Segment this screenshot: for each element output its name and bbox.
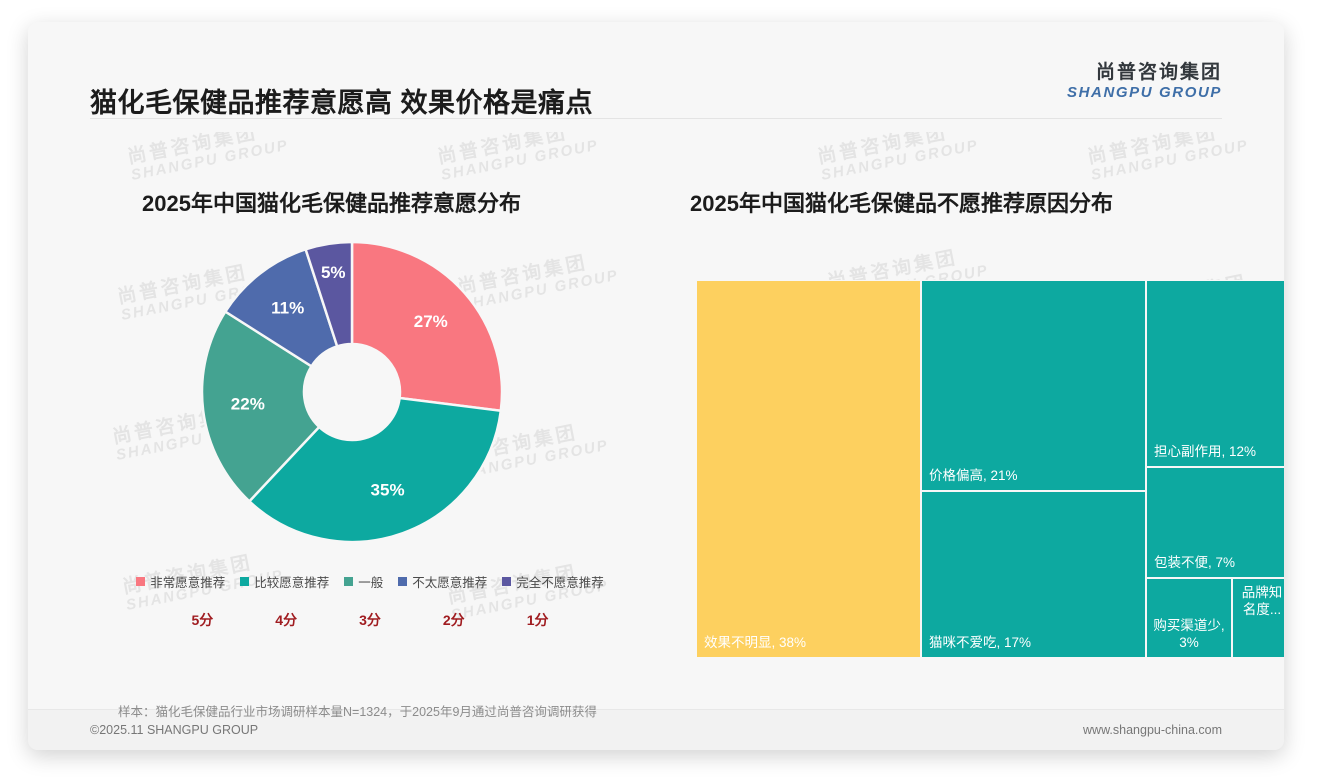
- treemap-cell[interactable]: 品牌知名度...: [1232, 578, 1284, 658]
- legend-label: 不太愿意推荐: [412, 576, 488, 590]
- footer-copyright: ©2025.11 SHANGPU GROUP: [90, 723, 259, 737]
- watermark-chinese: 尚普咨询集团: [435, 132, 570, 169]
- treemap-cell[interactable]: 效果不明显, 38%: [696, 280, 921, 658]
- donut-slice[interactable]: [350, 240, 504, 413]
- donut-chart-panel: 2025年中国猫化毛保健品推荐意愿分布 27% 35% 22% 11% 5% 非常愿意推…: [90, 180, 650, 700]
- score-label: 3分: [359, 612, 381, 628]
- treemap-cell-label: 品牌知名度...: [1241, 585, 1283, 617]
- legend-swatch-icon: [136, 577, 146, 586]
- donut-slice-label: 27%: [414, 312, 448, 331]
- page-title: 猫化毛保健品推荐意愿高 效果价格是痛点: [90, 88, 594, 118]
- header-divider: [90, 118, 1222, 119]
- watermark-english: SHANGPU GROUP: [819, 136, 981, 185]
- sample-footnote: 样本：猫化毛保健品行业市场调研样本量N=1324，于2025年9月通过尚普咨询调…: [118, 705, 597, 719]
- score-axis: 5分 4分 3分 2分 1分: [108, 610, 632, 630]
- donut-legend: 非常愿意推荐 比较愿意推荐 一般 不太愿意推荐 完全不愿意推荐: [108, 572, 632, 591]
- watermark-chinese: 尚普咨询集团: [815, 132, 950, 169]
- donut-chart: 27% 35% 22% 11% 5%: [192, 232, 512, 552]
- legend-label: 比较愿意推荐: [254, 576, 330, 590]
- donut-slice-label: 22%: [231, 395, 265, 414]
- treemap-cell-label: 猫咪不爱吃, 17%: [929, 635, 1032, 651]
- score-label: 1分: [526, 612, 549, 628]
- donut-slice[interactable]: [247, 396, 503, 544]
- donut-slice[interactable]: [200, 309, 321, 504]
- slide-header: 猫化毛保健品推荐意愿高 效果价格是痛点 尚普咨询集团 SHANGPU GROUP: [28, 22, 1284, 118]
- legend-swatch-icon: [344, 577, 354, 586]
- donut-slice[interactable]: [304, 240, 354, 348]
- treemap-cell[interactable]: 担心副作用, 12%: [1146, 280, 1284, 467]
- legend-swatch-icon: [240, 577, 250, 586]
- watermark-english: SHANGPU GROUP: [129, 136, 291, 185]
- legend-item[interactable]: 完全不愿意推荐: [502, 572, 604, 591]
- donut-slice-label: 5%: [321, 263, 346, 282]
- legend-swatch-icon: [502, 577, 512, 586]
- treemap-cell-label: 价格偏高, 21%: [929, 468, 1018, 484]
- treemap-cell[interactable]: 猫咪不爱吃, 17%: [921, 491, 1146, 658]
- treemap-cell-label: 担心副作用, 12%: [1154, 444, 1257, 460]
- donut-svg: 27% 35% 22% 11% 5%: [200, 240, 504, 544]
- donut-slice[interactable]: [223, 247, 339, 369]
- watermark-chinese: 尚普咨询集团: [1085, 132, 1220, 169]
- report-slide: 猫化毛保健品推荐意愿高 效果价格是痛点 尚普咨询集团 SHANGPU GROUP…: [28, 22, 1284, 750]
- treemap-cell[interactable]: 购买渠道少, 3%: [1146, 578, 1232, 658]
- legend-label: 非常愿意推荐: [150, 576, 226, 590]
- donut-chart-title: 2025年中国猫化毛保健品推荐意愿分布: [142, 191, 521, 216]
- legend-item[interactable]: 一般: [344, 572, 383, 591]
- treemap-chart-title: 2025年中国猫化毛保健品不愿推荐原因分布: [690, 191, 1113, 216]
- legend-item[interactable]: 非常愿意推荐: [136, 572, 225, 591]
- score-label: 5分: [191, 612, 214, 628]
- legend-label: 一般: [358, 576, 384, 590]
- legend-item[interactable]: 比较愿意推荐: [240, 572, 329, 591]
- treemap-chart-panel: 2025年中国猫化毛保健品不愿推荐原因分布 效果不明显, 38% 价格偏高, 21…: [668, 180, 1284, 700]
- legend-label: 完全不愿意推荐: [516, 576, 604, 590]
- legend-swatch-icon: [398, 577, 408, 586]
- donut-slice-label: 11%: [271, 299, 304, 318]
- treemap-chart: 效果不明显, 38% 价格偏高, 21% 猫咪不爱吃, 17% 担心副作用, 12% 包…: [696, 280, 1284, 658]
- treemap-cell[interactable]: 包装不便, 7%: [1146, 467, 1284, 578]
- footer-website[interactable]: www.shangpu-china.com: [1083, 723, 1222, 737]
- watermark-english: SHANGPU GROUP: [439, 136, 601, 185]
- legend-item[interactable]: 不太愿意推荐: [398, 572, 487, 591]
- watermark-english: SHANGPU GROUP: [1089, 136, 1251, 185]
- score-label: 4分: [275, 612, 298, 628]
- slide-footer: ©2025.11 SHANGPU GROUP www.shangpu-china…: [28, 709, 1284, 750]
- treemap-cell-label: 购买渠道少, 3%: [1153, 618, 1225, 651]
- treemap-cell[interactable]: 价格偏高, 21%: [921, 280, 1146, 491]
- treemap-cell-label: 包装不便, 7%: [1154, 555, 1236, 571]
- logo-chinese-text: 尚普咨询集团: [1095, 62, 1222, 83]
- treemap-cell-label: 效果不明显, 38%: [704, 635, 807, 651]
- watermark-chinese: 尚普咨询集团: [125, 132, 260, 169]
- logo-english-text: SHANGPU GROUP: [1067, 83, 1222, 101]
- donut-slice-label: 35%: [371, 480, 405, 499]
- company-logo: 尚普咨询集团 SHANGPU GROUP: [1067, 62, 1222, 101]
- score-label: 2分: [442, 612, 465, 628]
